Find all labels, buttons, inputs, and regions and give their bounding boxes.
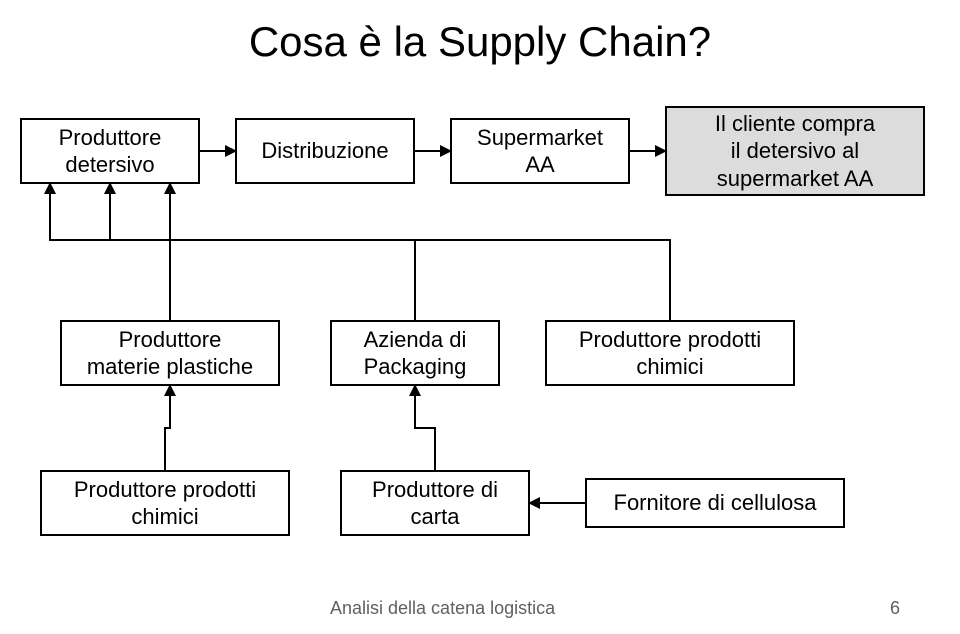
node-label: Azienda diPackaging — [364, 326, 467, 381]
node-label: SupermarketAA — [477, 124, 603, 179]
node-azienda-packaging: Azienda diPackaging — [330, 320, 500, 386]
node-label: Distribuzione — [261, 137, 388, 165]
edge — [110, 184, 415, 320]
node-label: Produttore prodottichimici — [579, 326, 761, 381]
node-produttore-carta: Produttore dicarta — [340, 470, 530, 536]
node-supermarket-aa: SupermarketAA — [450, 118, 630, 184]
node-materie-plastiche: Produttorematerie plastiche — [60, 320, 280, 386]
node-label: Produttore dicarta — [372, 476, 498, 531]
diagram-canvas: Cosa è la Supply Chain? Produttoredeters… — [0, 0, 960, 634]
footer-text: Analisi della catena logistica — [330, 598, 555, 619]
node-label: Fornitore di cellulosa — [614, 489, 817, 517]
node-fornitore-cellulosa: Fornitore di cellulosa — [585, 478, 845, 528]
node-cliente-compra: Il cliente comprail detersivo alsupermar… — [665, 106, 925, 196]
node-prodotti-chimici-top: Produttore prodottichimici — [545, 320, 795, 386]
node-distribuzione: Distribuzione — [235, 118, 415, 184]
node-label: Il cliente comprail detersivo alsupermar… — [715, 110, 875, 193]
node-prodotti-chimici-bottom: Produttore prodottichimici — [40, 470, 290, 536]
node-label: Produttorematerie plastiche — [87, 326, 253, 381]
page-number: 6 — [890, 598, 900, 619]
node-label: Produttoredetersivo — [59, 124, 162, 179]
edge — [50, 184, 170, 320]
edge — [165, 386, 170, 470]
page-title: Cosa è la Supply Chain? — [0, 18, 960, 66]
node-produttore-detersivo: Produttoredetersivo — [20, 118, 200, 184]
edges-layer — [0, 0, 960, 634]
edge — [170, 184, 670, 320]
node-label: Produttore prodottichimici — [74, 476, 256, 531]
edge — [415, 386, 435, 470]
